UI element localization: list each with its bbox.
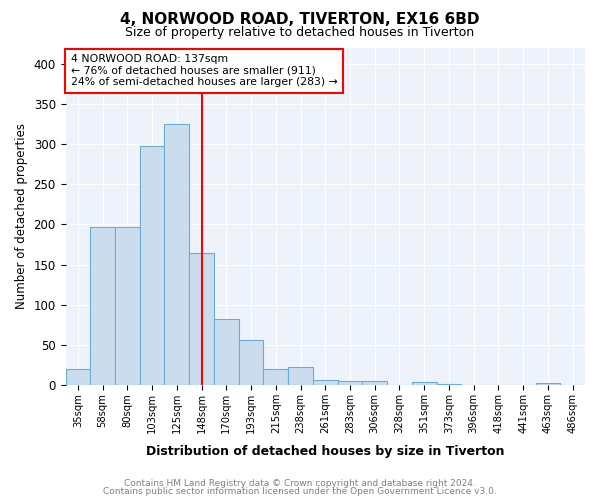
Text: Contains public sector information licensed under the Open Government Licence v3: Contains public sector information licen…	[103, 487, 497, 496]
Bar	[338, 380, 362, 386]
Y-axis label: Number of detached properties: Number of detached properties	[15, 124, 28, 310]
Bar	[189, 252, 214, 386]
Text: 4 NORWOOD ROAD: 137sqm
← 76% of detached houses are smaller (911)
24% of semi-de: 4 NORWOOD ROAD: 137sqm ← 76% of detached…	[71, 54, 337, 88]
Bar	[65, 370, 90, 386]
Bar	[362, 382, 387, 386]
Bar	[115, 227, 140, 386]
Bar	[263, 370, 288, 386]
Bar	[412, 382, 437, 386]
Bar	[536, 383, 560, 386]
Bar	[313, 380, 338, 386]
Text: Size of property relative to detached houses in Tiverton: Size of property relative to detached ho…	[125, 26, 475, 39]
X-axis label: Distribution of detached houses by size in Tiverton: Distribution of detached houses by size …	[146, 444, 505, 458]
Bar	[239, 340, 263, 386]
Text: 4, NORWOOD ROAD, TIVERTON, EX16 6BD: 4, NORWOOD ROAD, TIVERTON, EX16 6BD	[120, 12, 480, 28]
Bar	[461, 384, 486, 386]
Text: Contains HM Land Registry data © Crown copyright and database right 2024.: Contains HM Land Registry data © Crown c…	[124, 478, 476, 488]
Bar	[164, 124, 189, 386]
Bar	[437, 384, 461, 386]
Bar	[90, 227, 115, 386]
Bar	[214, 320, 239, 386]
Bar	[288, 367, 313, 386]
Bar	[140, 146, 164, 386]
